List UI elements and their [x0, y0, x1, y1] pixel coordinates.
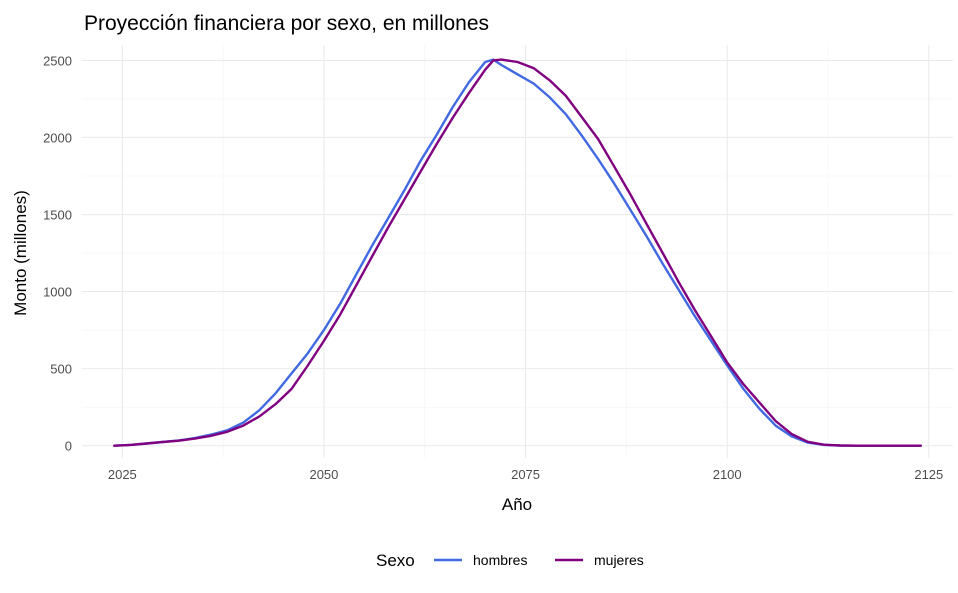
legend-label-mujeres: mujeres	[594, 552, 644, 568]
y-axis-ticks: 0 500 1000 1500 2000 2500	[43, 53, 72, 453]
y-tick-label: 2000	[43, 130, 72, 145]
x-tick-label: 2025	[108, 467, 137, 482]
series-line-mujeres	[113, 58, 922, 447]
legend: Sexo hombres mujeres	[376, 551, 644, 570]
legend-label-hombres: hombres	[473, 552, 527, 568]
series-line-hombres	[113, 58, 922, 447]
legend-title: Sexo	[376, 551, 415, 570]
y-tick-label: 2500	[43, 53, 72, 68]
y-tick-label: 500	[50, 362, 72, 377]
y-axis-title: Monto (millones)	[11, 190, 30, 316]
y-tick-label: 0	[65, 439, 72, 454]
chart-title: Proyección financiera por sexo, en millo…	[84, 12, 489, 35]
y-tick-label: 1000	[43, 285, 72, 300]
series-lines	[113, 58, 922, 447]
x-tick-label: 2100	[713, 467, 742, 482]
x-tick-label: 2125	[914, 467, 943, 482]
x-axis-title: Año	[502, 495, 532, 514]
x-tick-label: 2050	[309, 467, 338, 482]
x-tick-label: 2075	[511, 467, 540, 482]
gridlines	[82, 45, 953, 458]
y-tick-label: 1500	[43, 208, 72, 223]
x-axis-ticks: 2025 2050 2075 2100 2125	[108, 467, 943, 482]
